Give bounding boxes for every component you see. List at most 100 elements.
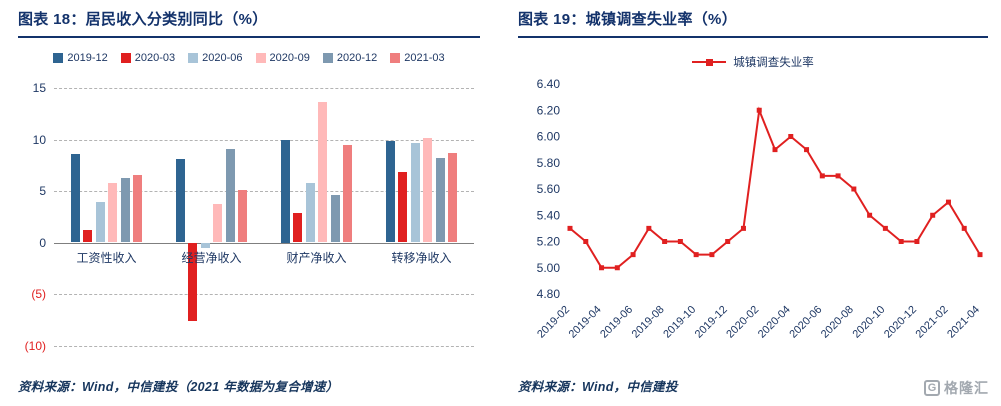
- bar-2021-03-经营净收入: [238, 189, 248, 243]
- zero-axis-line: [54, 242, 474, 244]
- data-point-marker: [961, 225, 967, 231]
- data-point-marker: [788, 134, 794, 139]
- figure19-title: 图表 19：城镇调查失业率（%）: [518, 11, 737, 28]
- data-point-marker: [756, 107, 762, 113]
- bar-2020-06-经营净收入: [200, 242, 210, 248]
- x-axis-tick-label: 2021-02: [914, 304, 951, 341]
- bar-2020-12-工资性收入: [120, 177, 130, 243]
- data-point-marker: [693, 252, 699, 258]
- x-axis-tick-label: 2020-08: [819, 304, 856, 341]
- bar-2021-03-工资性收入: [133, 174, 143, 243]
- y-axis-tick-label: 5.80: [537, 156, 561, 170]
- data-point-marker: [914, 239, 920, 244]
- legend-line-marker-icon: [692, 58, 727, 66]
- data-point-marker: [740, 225, 746, 231]
- legend-item: 2020-06: [188, 52, 243, 64]
- y-axis-tick-label: 5.40: [537, 208, 561, 222]
- legend-swatch-icon: [390, 53, 401, 63]
- legend-swatch-icon: [188, 53, 199, 63]
- data-point-marker: [804, 147, 810, 153]
- y-axis-tick-label: 6.40: [537, 77, 561, 91]
- bar-2020-03-转移净收入: [398, 172, 408, 243]
- figure18-title-rule: [18, 36, 480, 38]
- bar-2020-03-经营净收入: [188, 242, 198, 321]
- data-point-marker: [567, 225, 573, 231]
- y-axis-tick-label: 4.80: [537, 287, 561, 301]
- bar-2020-09-工资性收入: [108, 182, 118, 243]
- y-axis-tick-label: (10): [24, 338, 46, 353]
- legend-swatch-icon: [255, 53, 266, 63]
- legend-item: 2020-09: [255, 52, 310, 64]
- figure18-panel: 图表 18：居民收入分类别同比（%） 2019-12 2020-03 2020-06…: [18, 8, 480, 404]
- bar-2019-12-工资性收入: [70, 153, 80, 243]
- data-point-marker: [882, 225, 888, 231]
- figure18-source: 资料来源：Wind，中信建投（2021 年数据为复合增速）: [18, 380, 339, 394]
- legend-swatch-icon: [120, 53, 131, 63]
- y-axis-tick-label: 6.00: [537, 130, 561, 144]
- bar-2020-06-财产净收入: [305, 182, 315, 243]
- gelonghui-logo-text: 格隆汇: [944, 380, 989, 396]
- x-axis-tick-label: 2021-04: [945, 304, 982, 341]
- bar-2021-03-财产净收入: [343, 144, 353, 243]
- y-axis-tick-label: 5.20: [537, 235, 561, 249]
- x-axis-tick-label: 2020-04: [756, 304, 793, 341]
- data-point-marker: [867, 212, 873, 218]
- y-axis-tick-label: 6.20: [537, 103, 561, 117]
- x-axis-tick-label: 2020-02: [724, 304, 761, 341]
- gelonghui-logo-icon: G: [924, 380, 940, 396]
- bar-2020-03-财产净收入: [293, 212, 303, 243]
- y-axis-tick-label: 10: [32, 132, 46, 147]
- data-point-marker: [614, 265, 620, 271]
- x-axis-category-label: 经营净收入: [181, 250, 242, 265]
- y-axis-tick-label: 15: [32, 81, 46, 95]
- y-axis-tick-label: 5.00: [537, 261, 561, 275]
- bar-2019-12-经营净收入: [175, 159, 185, 243]
- bar-2020-12-转移净收入: [435, 158, 445, 243]
- bar-2020-12-财产净收入: [330, 195, 340, 243]
- gelonghui-logo: G 格隆汇: [924, 378, 989, 398]
- data-point-marker: [630, 252, 636, 258]
- data-point-marker: [725, 239, 731, 244]
- legend-swatch-icon: [53, 53, 64, 63]
- figure18-title: 图表 18：居民收入分类别同比（%）: [18, 11, 268, 28]
- data-point-marker: [851, 186, 857, 192]
- line-chart-legend: 城镇调查失业率: [518, 54, 988, 70]
- data-point-marker: [930, 212, 936, 218]
- bar-2020-06-转移净收入: [410, 142, 420, 243]
- legend-item: 2020-12: [322, 52, 377, 64]
- gridline: [54, 345, 474, 347]
- data-point-marker: [583, 239, 589, 244]
- data-point-marker: [898, 239, 904, 244]
- data-point-marker: [835, 173, 841, 179]
- y-axis-tick-label: 0: [39, 235, 46, 250]
- bar-2020-03-工资性收入: [83, 230, 93, 243]
- y-axis-tick-label: 5: [39, 184, 46, 198]
- bar-2020-06-工资性收入: [95, 202, 105, 243]
- bar-2019-12-转移净收入: [385, 140, 395, 243]
- y-axis-tick-label: 5.60: [537, 182, 561, 196]
- bar-chart-legend: 2019-12 2020-03 2020-06 2020-09 2020-12 2021-…: [18, 52, 480, 64]
- figure19-title-rule: [518, 36, 988, 38]
- gridline: [54, 88, 474, 89]
- bar-2020-09-转移净收入: [423, 138, 433, 243]
- data-point-marker: [977, 252, 983, 258]
- bar-2020-09-财产净收入: [318, 102, 328, 243]
- figure19-panel: 图表 19：城镇调查失业率（%） 城镇调查失业率 6.40 6.20 6.00 5.8…: [518, 8, 988, 404]
- bar-2020-09-经营净收入: [213, 204, 223, 243]
- gridline: [54, 294, 474, 295]
- x-axis-category-label: 转移净收入: [391, 250, 452, 265]
- y-axis-tick-label: (5): [31, 287, 46, 301]
- x-axis-category-label: 工资性收入: [76, 250, 137, 265]
- data-point-marker: [709, 252, 715, 258]
- x-axis-tick-label: 2019-10: [661, 304, 698, 341]
- legend-item: 2019-12: [53, 52, 108, 64]
- x-axis-tick-label: 2019-06: [598, 304, 635, 341]
- gridline: [54, 191, 474, 192]
- x-axis-tick-label: 2019-04: [567, 304, 604, 341]
- x-axis-tick-label: 2019-12: [693, 304, 730, 341]
- data-point-marker: [819, 173, 825, 179]
- gridline: [54, 139, 474, 141]
- legend-swatch-icon: [322, 53, 333, 63]
- unemployment-line: [569, 106, 981, 269]
- data-point-marker: [599, 265, 605, 271]
